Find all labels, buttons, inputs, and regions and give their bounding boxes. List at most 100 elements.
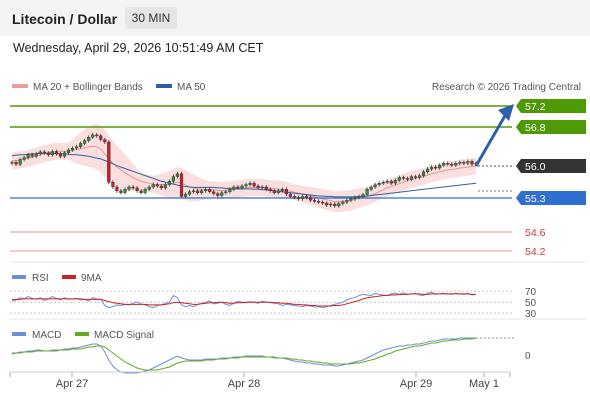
candle-body (111, 181, 115, 188)
candle-body (333, 203, 337, 207)
level-label-56-8: 56.8 (525, 122, 546, 134)
candle-body (292, 196, 296, 198)
candle-body (349, 198, 353, 201)
candle-body (220, 192, 224, 196)
candle-body (405, 178, 409, 180)
chart-title: Litecoin / Dollar (12, 11, 118, 27)
candle-body (212, 191, 216, 194)
candle-body (401, 177, 405, 179)
candle-body (216, 193, 220, 196)
candle-body (91, 134, 95, 138)
candle-body (244, 184, 248, 187)
candle-body (228, 189, 232, 192)
candle-body (232, 186, 236, 190)
candle-body (78, 143, 83, 147)
ma20-line (11, 145, 477, 203)
x-tick-label: Apr 27 (56, 378, 88, 390)
legend-swatch-bollinger (12, 84, 28, 88)
candle-body (74, 146, 79, 149)
candle-body (199, 190, 204, 193)
forecast-arrow-shaft (474, 113, 508, 167)
candle-body (260, 186, 264, 189)
candle-body (191, 190, 196, 193)
candle-body (470, 161, 474, 165)
candle-body (288, 193, 292, 197)
macd-tick-0: 0 (525, 351, 531, 362)
candle-body (458, 162, 462, 164)
candle-body (296, 197, 301, 199)
candle-body (240, 185, 244, 189)
candle-body (30, 154, 34, 157)
candle-body (195, 190, 200, 193)
candle-body (345, 199, 349, 203)
level-label-57-2-box (516, 99, 586, 113)
candle-body (284, 189, 288, 195)
level-label-56-0-box (516, 159, 586, 173)
candle-body (385, 181, 389, 183)
x-tick-label: May 1 (469, 378, 499, 390)
candle-body (95, 134, 99, 137)
candle-body (466, 161, 470, 164)
candle-body (22, 157, 26, 160)
candle-body (421, 171, 426, 176)
level-label-56-8-box (516, 120, 586, 134)
candle-body (127, 186, 131, 190)
candle-body (82, 140, 87, 144)
macd-signal-line (12, 337, 477, 371)
candle-body (317, 200, 321, 203)
candle-body (38, 151, 42, 154)
candle-body (87, 137, 91, 141)
candle-body (139, 190, 143, 193)
candle-body (99, 135, 103, 140)
rsi-tick-50: 50 (525, 298, 537, 309)
rsi-ma-line (12, 293, 476, 307)
forecast-arrow-head (498, 104, 514, 121)
candle-body (417, 175, 422, 178)
x-tick-label: Apr 29 (400, 378, 432, 390)
candle-body (325, 202, 329, 206)
candle-body (167, 181, 171, 185)
candle-body (337, 203, 341, 207)
candle-body (54, 151, 58, 155)
candle-body (224, 191, 228, 193)
candle-body (397, 177, 401, 181)
legend-macd-signal: MACD Signal (94, 330, 154, 341)
candle-body (304, 196, 309, 198)
candle-body (18, 159, 22, 165)
candle-body (107, 141, 111, 183)
timeframe-button[interactable]: 30 MIN (125, 7, 177, 29)
candle-body (268, 189, 272, 191)
bollinger-band (12, 124, 476, 213)
candle-body (413, 176, 418, 178)
legend-swatch-rsi (12, 275, 26, 279)
candle-body (373, 184, 377, 188)
candle-body (252, 182, 256, 187)
level-label-54-2: 54.2 (525, 246, 546, 258)
candle-body (280, 189, 284, 191)
candle-body (426, 168, 430, 172)
candle-body (115, 186, 119, 191)
candle-body (272, 190, 276, 193)
candle-body (14, 162, 18, 165)
candle-body (329, 203, 333, 206)
candle-body (438, 164, 442, 169)
candle-body (26, 154, 30, 158)
legend-swatch-rsi-ma (62, 275, 76, 279)
candle-body (34, 153, 38, 157)
candle-body (66, 149, 71, 153)
candle-body (393, 180, 397, 184)
legend-swatch-macd (12, 332, 26, 336)
candle-body (151, 184, 155, 188)
candle-body (46, 152, 50, 155)
candle-body (353, 197, 357, 199)
header-bar: Litecoin / Dollar 30 MIN (0, 0, 590, 36)
candle-body (389, 181, 393, 184)
candle-body (276, 190, 280, 193)
candle-body (131, 186, 135, 189)
credit: Research © 2026 Trading Central (432, 82, 581, 93)
legend-rsi-ma: 9MA (81, 273, 102, 284)
candle-body (50, 151, 54, 155)
candle-body (454, 163, 458, 166)
candle-body (58, 153, 62, 157)
